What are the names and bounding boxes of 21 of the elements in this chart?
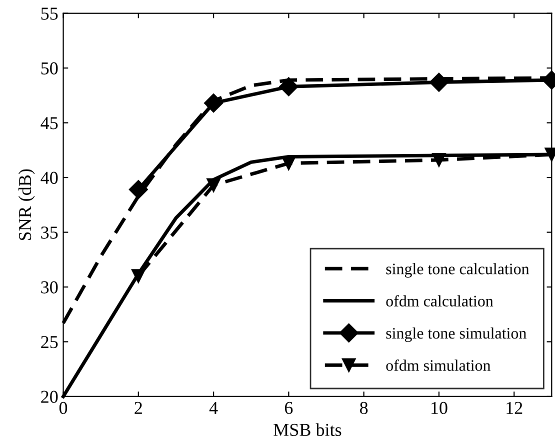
y-axis-title: SNR (dB): [18, 169, 35, 240]
x-tick-label: 2: [134, 402, 142, 414]
legend-label: ofdm calculation: [386, 295, 494, 307]
y-tick-label: 25: [41, 336, 58, 348]
legend-label: single tone simulation: [386, 327, 526, 342]
y-tick-label: 30: [41, 281, 58, 294]
x-tick-label: 10: [432, 402, 448, 414]
x-axis-title: MSB bits: [274, 423, 342, 436]
x-tick-label: 0: [59, 402, 68, 414]
y-tick-label: 55: [41, 8, 58, 20]
y-tick-label: 40: [40, 172, 58, 184]
legend-label: ofdm simulation: [386, 359, 491, 371]
x-tick-label: 4: [209, 402, 218, 414]
y-tick-label: 20: [41, 390, 58, 403]
x-tick-label: 6: [284, 402, 293, 414]
legend-label: single tone calculation: [386, 263, 530, 278]
x-tick-label: 12: [506, 402, 522, 414]
y-tick-label: 35: [41, 226, 58, 239]
x-tick-label: 8: [360, 402, 368, 414]
y-tick-label: 45: [40, 117, 58, 130]
y-tick-label: 50: [41, 62, 58, 74]
